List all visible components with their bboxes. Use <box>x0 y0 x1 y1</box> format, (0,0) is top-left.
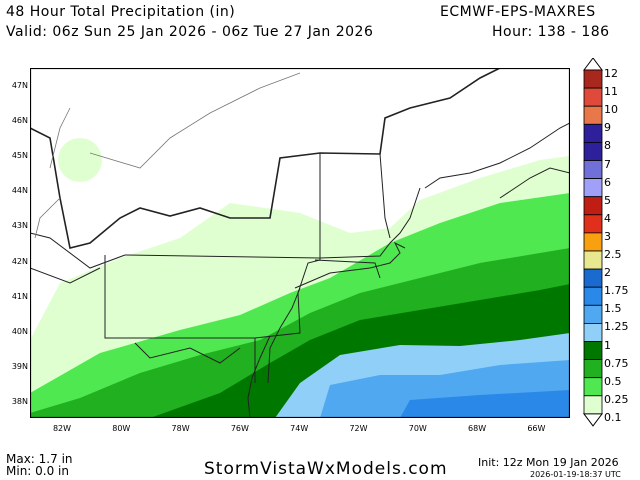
colorbar-swatch <box>583 178 603 198</box>
precipitation-map <box>30 68 570 418</box>
max-value: Max: 1.7 in <box>6 452 73 466</box>
colorbar-label: 0.75 <box>604 356 629 370</box>
colorbar-label: 2.5 <box>604 248 622 261</box>
colorbar-swatch <box>583 232 603 252</box>
colorbar-swatch <box>583 250 603 270</box>
colorbar-swatch <box>583 268 603 288</box>
colorbar-label: 12 <box>604 67 618 80</box>
borders <box>30 68 570 418</box>
colorbar-label: 3 <box>604 229 611 243</box>
min-value: Min: 0.0 in <box>6 464 69 478</box>
lat-label: 42N <box>11 256 28 266</box>
colorbar-label: 0.5 <box>604 374 622 388</box>
precip-patch-north <box>58 138 102 182</box>
generated-time: 2026-01-19-18:37 UTC <box>530 470 621 479</box>
colorbar-label: 5 <box>604 193 611 207</box>
colorbar-label: 1.5 <box>604 302 622 316</box>
lon-label: 82W <box>52 424 72 433</box>
colorbar-label: 0.1 <box>604 410 622 424</box>
colorbar-label: 11 <box>604 85 618 99</box>
colorbar <box>583 58 603 427</box>
valid-period: Valid: 06z Sun 25 Jan 2026 - 06z Tue 27 … <box>6 24 374 40</box>
colorbar-label: 1.75 <box>604 284 629 298</box>
colorbar-swatch <box>583 196 603 216</box>
colorbar-swatch <box>583 69 603 89</box>
lon-label: 80W <box>112 424 131 433</box>
colorbar-swatch <box>583 142 603 161</box>
lon-label: 78W <box>171 424 190 433</box>
colorbar-swatch <box>583 377 603 397</box>
lat-label: 47N <box>11 81 28 90</box>
colorbar-label: 1.25 <box>604 320 629 334</box>
lon-label: 76W <box>230 424 249 433</box>
map-frame <box>30 68 570 418</box>
colorbar-swatch <box>583 160 603 180</box>
lon-label: 68W <box>468 424 487 433</box>
map-title: 48 Hour Total Precipitation (in) <box>6 4 236 20</box>
colorbar-bottom-arrow <box>583 413 603 427</box>
colorbar-top-arrow <box>583 58 603 71</box>
colorbar-label: 4 <box>604 211 611 225</box>
lat-label: 45N <box>11 151 28 161</box>
lat-label: 39N <box>11 361 28 371</box>
colorbar-swatch <box>583 322 603 342</box>
colorbar-swatch <box>583 87 603 107</box>
colorbar-swatch <box>583 105 603 125</box>
colorbar-swatch <box>583 286 603 306</box>
lat-label: 40N <box>11 326 28 336</box>
colorbar-label: 1 <box>604 338 611 352</box>
colorbar-swatch <box>583 304 603 324</box>
colorbar-label: 10 <box>604 103 618 117</box>
precip-contours <box>30 138 570 418</box>
lon-label: 70W <box>408 424 427 433</box>
lat-label: 43N <box>11 221 28 231</box>
lon-label: 66W <box>527 424 546 433</box>
rivers-lakes <box>34 72 301 239</box>
lat-label: 41N <box>11 291 28 301</box>
colorbar-swatch <box>583 123 603 143</box>
colorbar-label: 0.25 <box>604 392 629 406</box>
colorbar-label: 2 <box>604 266 611 280</box>
colorbar-swatch <box>583 214 603 234</box>
colorbar-label: 9 <box>604 121 611 135</box>
precip-band-1.5 <box>400 390 570 418</box>
lat-label: 46N <box>11 116 28 126</box>
forecast-hours: Hour: 138 - 186 <box>492 24 610 40</box>
lon-label: 72W <box>349 424 368 433</box>
colorbar-swatch <box>583 341 603 361</box>
colorbar-label: 8 <box>604 139 611 153</box>
colorbar-label: 6 <box>604 175 611 189</box>
model-name: ECMWF-EPS-MAXRES <box>440 4 596 20</box>
colorbar-swatch <box>583 395 603 415</box>
lat-label: 44N <box>11 186 28 196</box>
site-watermark: StormVistaWxModels.com <box>204 459 448 479</box>
lon-label: 74W <box>290 424 309 433</box>
lat-label: 38N <box>11 396 28 406</box>
init-time: Init: 12z Mon 19 Jan 2026 <box>478 456 619 469</box>
colorbar-swatch <box>583 359 603 379</box>
colorbar-label: 7 <box>604 157 611 171</box>
